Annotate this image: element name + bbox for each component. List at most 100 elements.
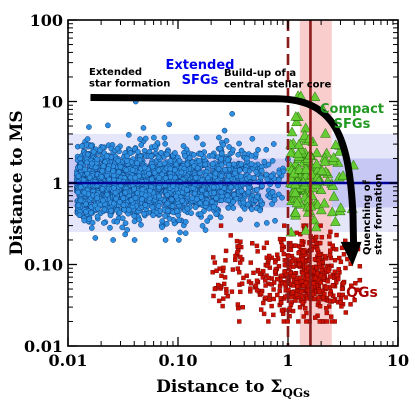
extended-sfg-point [125, 132, 132, 138]
extended-sfg-point [254, 194, 260, 200]
qg-point [317, 303, 323, 309]
qg-point [272, 260, 278, 265]
extended-sfg-point [137, 136, 143, 142]
extended-sfg-point [172, 150, 178, 156]
extended-sfg-point [114, 218, 121, 225]
compact-sfg-point [310, 221, 322, 232]
qg-point [216, 298, 222, 304]
qg-point [277, 236, 283, 242]
qg-point [237, 319, 242, 324]
extended-sfg-point [236, 140, 242, 147]
qg-point [357, 264, 363, 269]
extended-sfg-point [197, 211, 204, 217]
extended-sfg-point [203, 191, 210, 197]
qg-point [343, 265, 348, 271]
compact-sfg-point [286, 126, 298, 137]
extended-sfg-point [196, 158, 203, 164]
qg-point [324, 306, 329, 311]
extended-sfg-point [166, 121, 173, 128]
qg-point [316, 295, 321, 300]
qg-point [248, 286, 253, 291]
qg-point [336, 276, 341, 282]
extended-sfg-point [186, 154, 193, 161]
qg-point [329, 319, 335, 324]
qg-point [221, 296, 226, 301]
extended-sfg-point [129, 167, 136, 173]
extended-sfg-point [138, 221, 144, 228]
qg-point [261, 268, 266, 274]
extended-sfg-point [192, 174, 199, 181]
extended-sfg-point [122, 220, 129, 227]
extended-sfg-point [225, 197, 232, 204]
qg-point [312, 275, 318, 281]
extended-sfg-point [139, 186, 146, 193]
qg-point [301, 314, 306, 319]
extended-sfg-point [254, 221, 260, 228]
qg-point [288, 247, 294, 253]
evolution-arrow [90, 93, 362, 266]
extended-sfg-point [255, 146, 261, 153]
y-tick-label: 0.01 [24, 337, 63, 356]
x-tick-label: 0.10 [159, 351, 198, 370]
extended-sfg-point [165, 207, 171, 214]
extended-sfg-point [198, 151, 205, 158]
qg-point [281, 251, 287, 257]
qg-point [287, 306, 292, 311]
annotation-qgs: QGs [346, 285, 378, 301]
extended-sfg-point [105, 122, 111, 129]
qg-point [258, 307, 264, 312]
arrow-shaft [90, 93, 358, 248]
compact-sfg-point [315, 184, 327, 194]
extended-sfg-point [257, 207, 263, 214]
compact-sfg-point [326, 206, 338, 217]
extended-sfg-point [178, 169, 185, 176]
extended-sfg-point [135, 149, 141, 155]
extended-sfg-point [230, 199, 237, 205]
qg-point [352, 297, 357, 303]
extended-sfg-point [184, 187, 190, 193]
extended-sfg-point [161, 134, 168, 141]
extended-sfg-point [197, 200, 204, 206]
qg-point [263, 295, 268, 300]
extended-sfg-point [150, 212, 156, 219]
extended-sfg-point [89, 219, 96, 226]
qg-point [261, 245, 267, 251]
extended-sfg-point [204, 218, 211, 224]
extended-sfg-point [120, 195, 127, 202]
annotation-line: SFGs [182, 73, 219, 88]
qg-point [328, 229, 333, 235]
extended-sfg-point [131, 213, 137, 219]
qg-point [269, 303, 274, 309]
qg-point [324, 310, 330, 316]
extended-sfg-point [191, 190, 198, 197]
qg-point [300, 300, 306, 305]
extended-sfg-point [112, 189, 119, 196]
extended-sfg-point [117, 164, 124, 170]
extended-sfg-point [253, 168, 260, 175]
extended-sfg-point [100, 220, 107, 226]
qg-point [303, 280, 309, 286]
qg-point [325, 278, 330, 284]
extended-sfg-point [155, 167, 162, 173]
qg-point [258, 291, 264, 296]
qg-point [211, 293, 216, 299]
extended-sfg-point [182, 218, 189, 225]
x-tick-label: 10 [387, 351, 409, 370]
extended-sfg-point [110, 168, 116, 175]
qg-point [279, 247, 285, 253]
extended-sfg-point [94, 195, 101, 202]
reference-lines [68, 20, 398, 346]
extended-sfg-point [249, 135, 256, 142]
qg-point [282, 281, 288, 287]
extended-sfg-point [163, 151, 170, 158]
qg-point [255, 269, 261, 274]
extended-sfg-point [246, 174, 253, 180]
annotation-line: Extended [89, 67, 142, 78]
annotation-line: QGs [346, 285, 378, 301]
extended-sfg-point [232, 170, 238, 177]
extended-sfg-point [124, 158, 130, 164]
qg-point [322, 291, 327, 297]
extended-sfg-point [115, 169, 122, 175]
extended-sfg-point [111, 185, 117, 191]
